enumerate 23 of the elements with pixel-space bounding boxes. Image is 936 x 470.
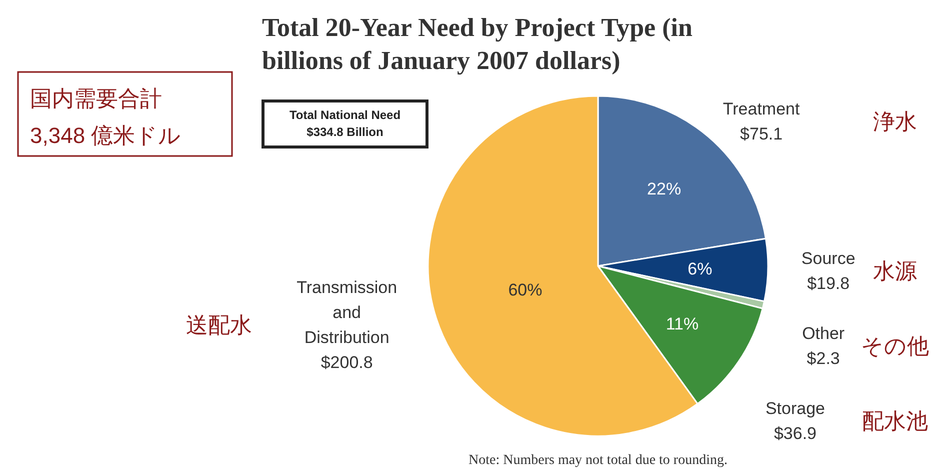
text: 6%	[688, 259, 712, 278]
slice-label: Storage	[765, 399, 826, 418]
data-label: $75.1	[740, 124, 783, 144]
chart-title: Total 20-Year Need by Project Type (in billions of January 2007 dollars)	[262, 13, 693, 75]
text: 11%	[666, 314, 699, 334]
text: 水源	[873, 258, 917, 284]
text: Total National Need $334.8 Billion	[289, 108, 401, 139]
text: 22%	[647, 179, 682, 198]
text: 送配水	[186, 312, 252, 338]
slice-label: Transmission and Distribution	[296, 278, 398, 348]
text: 国内需要合計 3,348 億米ドル	[30, 86, 182, 148]
text: 配水池	[862, 408, 928, 434]
data-label: $2.3	[806, 349, 840, 368]
data-label: $36.9	[774, 424, 817, 444]
text: 60%	[508, 280, 542, 300]
slice-label: Source	[801, 249, 856, 268]
slice-label: Other	[802, 324, 845, 344]
slice-label: Treatment	[722, 99, 800, 118]
data-label: $200.8	[320, 353, 373, 372]
text: その他	[861, 334, 929, 359]
text: 浄水	[873, 108, 917, 134]
text: Note: Numbers may not total due to rounding.	[468, 453, 728, 468]
data-label: $19.8	[807, 274, 850, 294]
